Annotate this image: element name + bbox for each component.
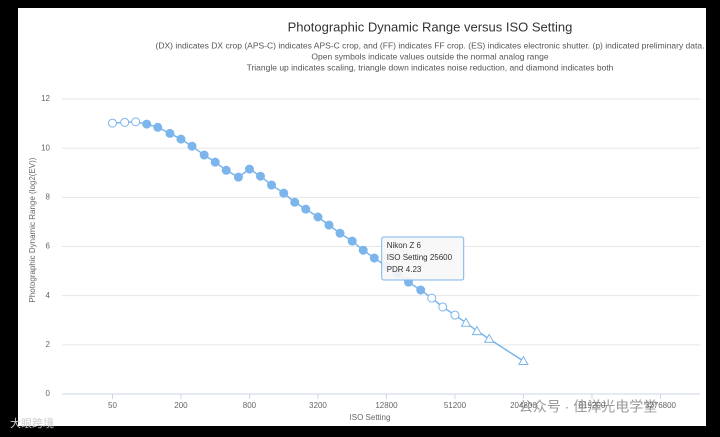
marker: [290, 197, 300, 207]
x-tick-label: 3276800: [645, 401, 677, 410]
marker: [221, 165, 231, 175]
y-tick-label: 12: [41, 94, 50, 103]
x-axis-title: ISO Setting: [350, 413, 391, 422]
marker: [210, 157, 220, 167]
x-tick-label: 12800: [375, 401, 398, 410]
subtitle: Triangle up indicates scaling, triangle …: [247, 62, 614, 72]
y-tick-label: 2: [46, 340, 51, 349]
marker: [233, 172, 243, 182]
subtitle: (DX) indicates DX crop (APS-C) indicates…: [156, 40, 705, 50]
x-tick-label: 200: [174, 401, 188, 410]
marker: [120, 117, 130, 127]
marker: [324, 220, 334, 230]
tooltip: Nikon Z 6 ISO Setting 25600 PDR 4.23: [381, 236, 465, 281]
marker: [313, 212, 323, 222]
tooltip-line: PDR 4.23: [387, 265, 422, 274]
marker: [450, 310, 460, 320]
marker: [107, 118, 117, 128]
watermark: 大眼跨境: [10, 416, 54, 430]
marker: [358, 245, 368, 255]
marker: [131, 117, 141, 127]
marker: [471, 325, 483, 336]
y-tick-label: 0: [46, 389, 51, 398]
x-tick-label: 204800: [510, 401, 537, 410]
y-tick-label: 4: [46, 291, 51, 300]
marker: [255, 171, 265, 181]
marker: [153, 122, 163, 132]
y-tick-label: 8: [46, 192, 51, 201]
tooltip-title: Nikon Z 6: [387, 241, 422, 250]
y-tick-label: 6: [46, 242, 51, 251]
marker: [347, 236, 357, 246]
y-tick-label: 10: [41, 143, 50, 152]
marker: [518, 355, 529, 366]
x-tick-label: 800: [243, 401, 257, 410]
marker: [416, 285, 426, 295]
background: [18, 8, 706, 426]
x-tick-label: 51200: [444, 401, 467, 410]
marker: [369, 253, 379, 263]
watermark: 公众号 · 佳洋光电学堂: [519, 399, 657, 415]
marker: [187, 141, 197, 151]
subtitle: Open symbols indicate values outside the…: [311, 51, 548, 61]
marker: [165, 128, 175, 138]
marker: [438, 302, 448, 312]
y-axis-title: Photographic Dynamic Range (log2(EV)): [28, 157, 37, 302]
marker: [244, 164, 254, 174]
marker: [427, 293, 437, 303]
x-tick-label: 819200: [579, 401, 606, 410]
marker: [483, 333, 495, 343]
marker: [301, 204, 311, 214]
tooltip-line: ISO Setting 25600: [387, 253, 453, 262]
marker: [335, 228, 345, 238]
x-tick-label: 50: [108, 401, 117, 410]
marker: [267, 180, 277, 190]
chart-title: Photographic Dynamic Range versus ISO Se…: [288, 19, 573, 34]
x-tick-label: 3200: [309, 401, 327, 410]
marker: [199, 150, 209, 160]
marker: [279, 188, 289, 198]
marker: [142, 119, 152, 129]
tooltip-box: [381, 236, 465, 281]
marker: [460, 317, 472, 327]
marker: [176, 134, 186, 144]
